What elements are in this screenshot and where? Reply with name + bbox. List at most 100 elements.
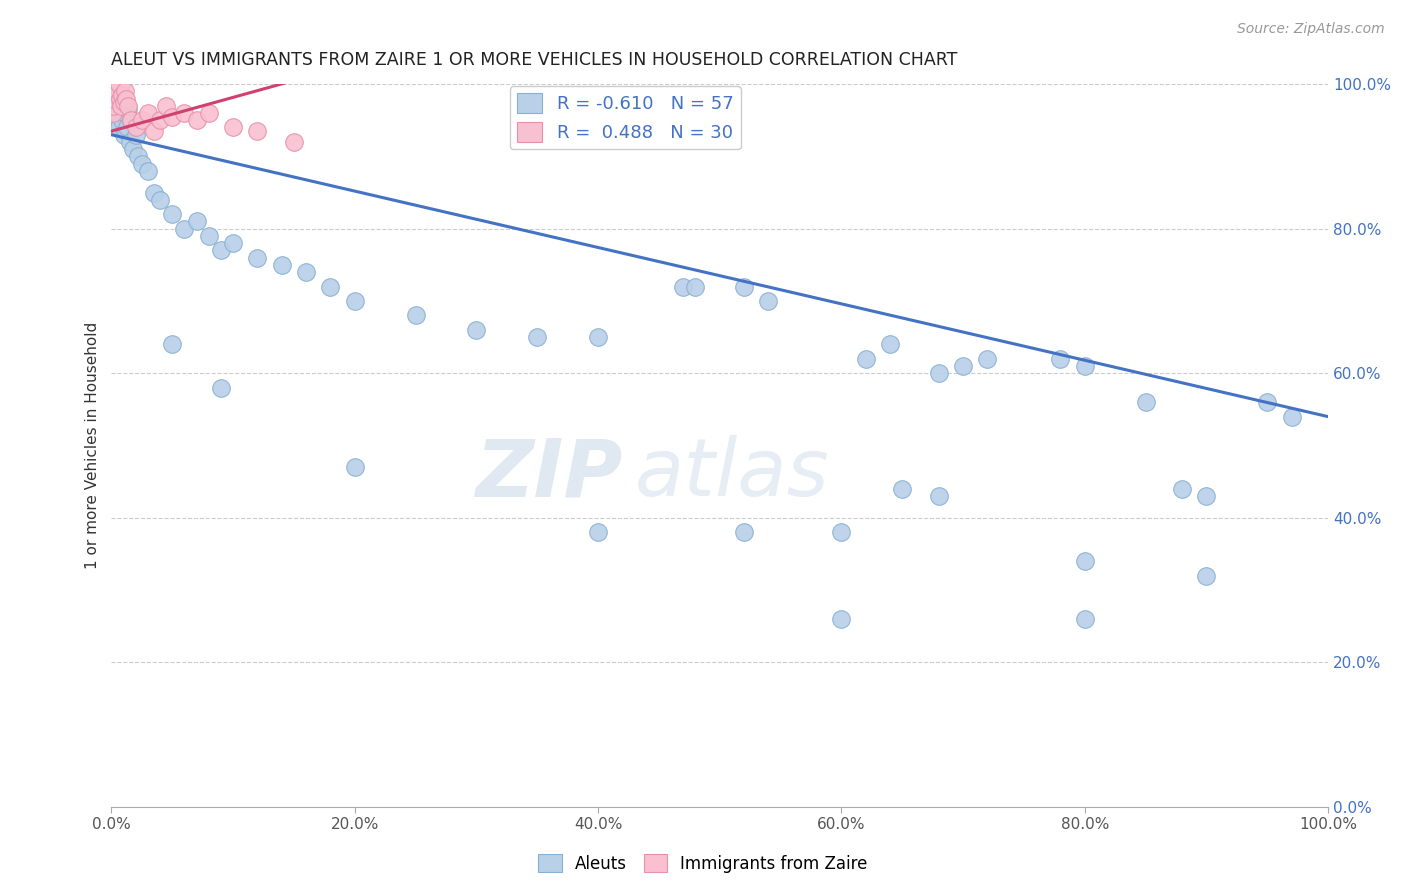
Point [115,124,138,138]
Point [118,135,141,149]
Point [110,99,132,113]
Point [112,95,135,110]
Y-axis label: 1 or more Vehicles in Household: 1 or more Vehicles in Household [86,322,100,569]
Point [114,84,136,98]
Point [222,120,245,135]
Point [586,525,609,540]
Point [1074,554,1097,568]
Point [1135,395,1157,409]
Point [155,99,177,113]
Point [136,106,159,120]
Text: Source: ZipAtlas.com: Source: ZipAtlas.com [1237,22,1385,37]
Point [209,381,232,395]
Point [209,244,232,258]
Point [149,193,172,207]
Text: ALEUT VS IMMIGRANTS FROM ZAIRE 1 OR MORE VEHICLES IN HOUSEHOLD CORRELATION CHART: ALEUT VS IMMIGRANTS FROM ZAIRE 1 OR MORE… [111,51,957,69]
Point [197,228,219,243]
Legend: R = -0.610   N = 57, R =  0.488   N = 30: R = -0.610 N = 57, R = 0.488 N = 30 [510,86,741,149]
Point [295,265,318,279]
Point [127,149,149,163]
Point [1281,409,1303,424]
Point [120,113,142,128]
Point [685,279,707,293]
Point [586,330,609,344]
Point [115,92,138,106]
Point [111,113,134,128]
Point [758,293,780,308]
Point [103,80,125,95]
Point [131,156,153,170]
Point [186,214,208,228]
Point [246,251,269,265]
Point [197,106,219,120]
Point [1074,612,1097,626]
Point [162,207,184,221]
Point [246,124,269,138]
Point [733,279,755,293]
Point [104,77,127,91]
Point [107,92,129,106]
Point [115,120,138,135]
Point [110,77,132,91]
Point [976,351,998,366]
Point [830,612,852,626]
Point [143,186,166,200]
Point [1195,568,1218,582]
Point [117,99,139,113]
Legend: Aleuts, Immigrants from Zaire: Aleuts, Immigrants from Zaire [531,847,875,880]
Point [952,359,974,373]
Point [343,460,366,475]
Point [104,77,127,91]
Point [222,236,245,251]
Point [733,525,755,540]
Point [149,113,172,128]
Point [107,84,129,98]
Point [1074,359,1097,373]
Point [186,113,208,128]
Point [405,309,427,323]
Point [131,113,153,128]
Point [122,142,145,156]
Point [111,87,134,102]
Point [672,279,695,293]
Point [125,128,148,142]
Point [104,99,127,113]
Point [112,128,135,142]
Point [125,120,148,135]
Point [928,366,950,380]
Point [162,110,184,124]
Point [136,164,159,178]
Point [103,99,125,113]
Point [1256,395,1278,409]
Point [107,77,129,91]
Point [173,221,195,235]
Point [465,323,488,337]
Point [103,92,125,106]
Point [928,489,950,503]
Point [891,482,914,496]
Text: atlas: atlas [634,435,830,514]
Point [1195,489,1218,503]
Point [120,113,142,128]
Point [879,337,901,351]
Point [108,95,131,110]
Point [105,77,128,91]
Point [1171,482,1194,496]
Point [526,330,548,344]
Text: ZIP: ZIP [475,435,623,514]
Point [114,106,136,120]
Point [855,351,877,366]
Point [162,337,184,351]
Point [107,106,129,120]
Point [107,120,129,135]
Point [173,106,195,120]
Point [343,293,366,308]
Point [101,106,124,120]
Point [283,135,305,149]
Point [1049,351,1071,366]
Point [105,113,128,128]
Point [108,92,131,106]
Point [270,258,292,272]
Point [143,124,166,138]
Point [117,103,139,117]
